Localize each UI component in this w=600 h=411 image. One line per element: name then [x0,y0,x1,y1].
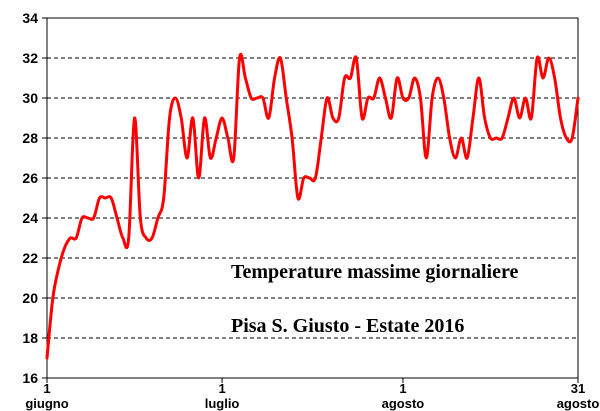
chart-subtitle: Pisa S. Giusto - Estate 2016 [231,315,464,337]
x-tick-label: 1 [218,381,225,396]
series-line [45,53,580,360]
y-tick-label: 26 [22,170,38,186]
y-tick-label: 34 [22,10,38,26]
y-tick-label: 20 [22,290,38,306]
y-tick-label: 30 [22,90,38,106]
y-tick-label: 16 [22,370,38,386]
y-axis: 16 18 20 22 24 26 28 30 32 34 [22,10,47,386]
x-tick-label: 1 [399,381,406,396]
y-tick-label: 32 [22,50,38,66]
y-tick-label: 22 [22,250,38,266]
y-tick-label: 18 [22,330,38,346]
y-tick-label: 28 [22,130,38,146]
x-month-label: agosto [382,396,425,411]
x-tick-label: 31 [571,381,585,396]
x-tick-label: 1 [43,381,50,396]
y-tick-label: 24 [22,210,38,226]
x-month-label: agosto [557,396,600,411]
x-month-label: luglio [205,396,240,411]
chart-title: Temperature massime giornaliere [231,261,518,283]
plot-area [46,17,579,379]
x-month-label: giugno [25,396,68,411]
